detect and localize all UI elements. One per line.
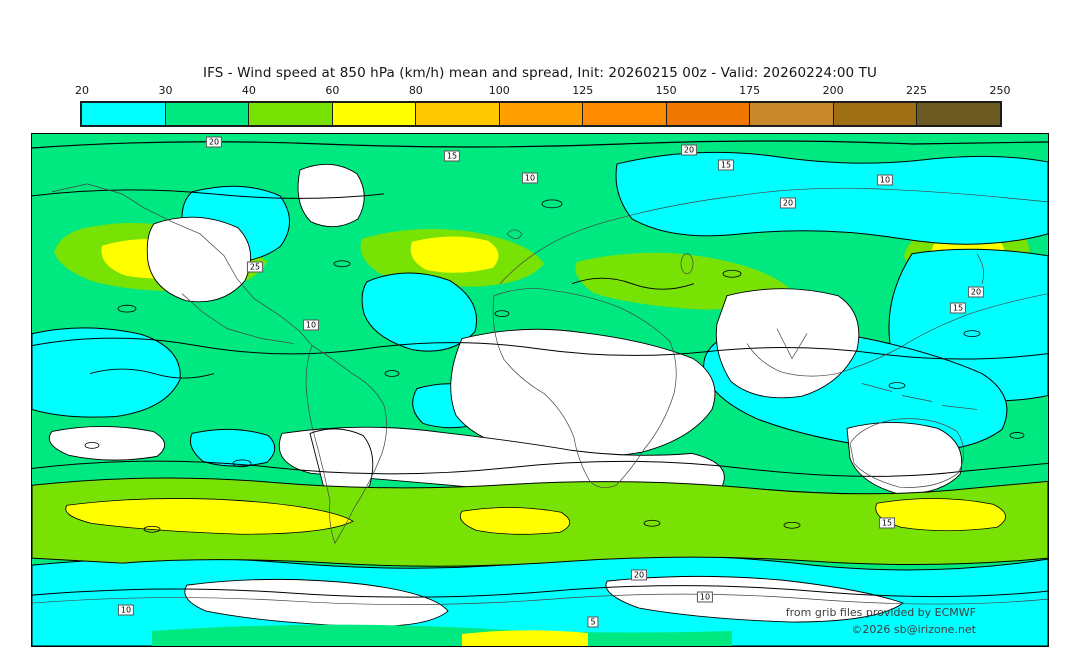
colorbar-segment	[499, 103, 584, 125]
wind-speed-contour-svg	[32, 134, 1048, 646]
contour-label: 20	[680, 144, 698, 156]
colorbar-segment	[917, 103, 1001, 125]
colorbar-segment	[165, 103, 250, 125]
contour-label: 15	[949, 302, 967, 314]
colorbar-segment	[666, 103, 751, 125]
colorbar-tick: 225	[906, 84, 928, 97]
contour-label: 10	[117, 604, 135, 616]
colorbar-tick: 30	[158, 84, 173, 97]
contour-label: 20	[630, 569, 648, 581]
colorbar-tick: 20	[75, 84, 89, 97]
colorbar-tick: 200	[822, 84, 844, 97]
map-title: IFS - Wind speed at 850 hPa (km/h) mean …	[203, 65, 877, 81]
contour-label: 25	[246, 261, 264, 273]
colorbar-segment	[833, 103, 918, 125]
contour-label: 15	[443, 150, 461, 162]
contour-label: 10	[302, 319, 320, 331]
colorbar-segment	[249, 103, 333, 125]
colorbar-tick: 60	[325, 84, 340, 97]
world-wind-map: 20 15 10 20 15 10 20 25 20 15 10 15 20 1…	[31, 133, 1049, 647]
colorbar-segment	[82, 103, 166, 125]
colorbar-tick: 125	[572, 84, 594, 97]
attribution-source: from grib files provided by ECMWF	[785, 606, 976, 619]
colorbar-tick: 100	[488, 84, 510, 97]
colorbar-segment	[750, 103, 834, 125]
contour-label: 5	[587, 616, 599, 628]
colorbar-tick: 175	[739, 84, 761, 97]
wind-speed-colorbar	[80, 101, 1002, 127]
colorbar-segment	[416, 103, 500, 125]
contour-label: 10	[876, 174, 894, 186]
colorbar-tick: 40	[241, 84, 256, 97]
coastlines	[32, 183, 1048, 605]
contour-label: 20	[779, 197, 797, 209]
colorbar-tick-labels: 20 30 40 60 80 100 125 150 175 200 225 2…	[75, 84, 1011, 98]
attribution-copyright: ©2026 sb@irizone.net	[851, 623, 976, 636]
contour-label: 20	[205, 136, 223, 148]
contour-label: 15	[717, 159, 735, 171]
colorbar-tick: 250	[989, 84, 1011, 97]
contour-label: 15	[878, 517, 896, 529]
colorbar-segment	[583, 103, 667, 125]
colorbar-tick: 80	[408, 84, 423, 97]
colorbar-tick: 150	[655, 84, 677, 97]
colorbar-segment	[332, 103, 417, 125]
contour-label: 10	[696, 591, 714, 603]
contour-label: 10	[521, 172, 539, 184]
contour-label: 20	[967, 286, 985, 298]
